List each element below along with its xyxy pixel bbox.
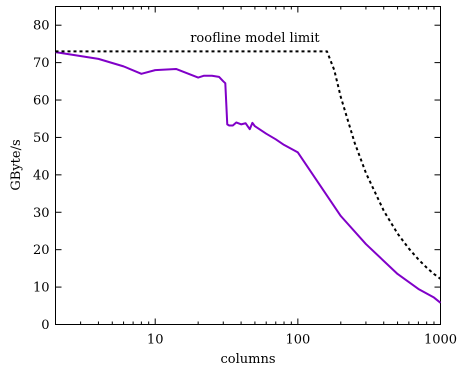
y-axis-label: GByte/s <box>9 139 24 190</box>
x-tick-label: 10 <box>147 333 164 348</box>
y-tick-label: 60 <box>33 94 50 109</box>
y-tick-label: 10 <box>33 281 50 296</box>
plot-frame <box>55 6 441 325</box>
data-series <box>55 50 442 304</box>
y-tick-label: 80 <box>33 19 50 34</box>
annotations: roofline model limit <box>190 31 320 46</box>
axis-ticks: 0 10 20 30 40 50 60 70 80 10 100 1000 <box>33 6 457 348</box>
roofline-limit-line <box>55 50 442 280</box>
bandwidth-line <box>55 51 442 304</box>
y-tick-label: 50 <box>33 131 50 146</box>
y-tick-label: 20 <box>33 243 50 258</box>
annotation-roofline-label: roofline model limit <box>190 31 320 46</box>
y-tick-label: 40 <box>33 168 50 183</box>
x-tick-label: 1000 <box>424 333 457 348</box>
y-tick-label: 0 <box>41 318 49 333</box>
x-tick-label: 100 <box>285 333 310 348</box>
y-tick-label: 30 <box>33 206 50 221</box>
plot-area: 0 10 20 30 40 50 60 70 80 10 100 1000 roofline mode… <box>33 6 457 348</box>
y-tick-label: 70 <box>33 56 50 71</box>
x-axis-label: columns <box>220 352 275 367</box>
